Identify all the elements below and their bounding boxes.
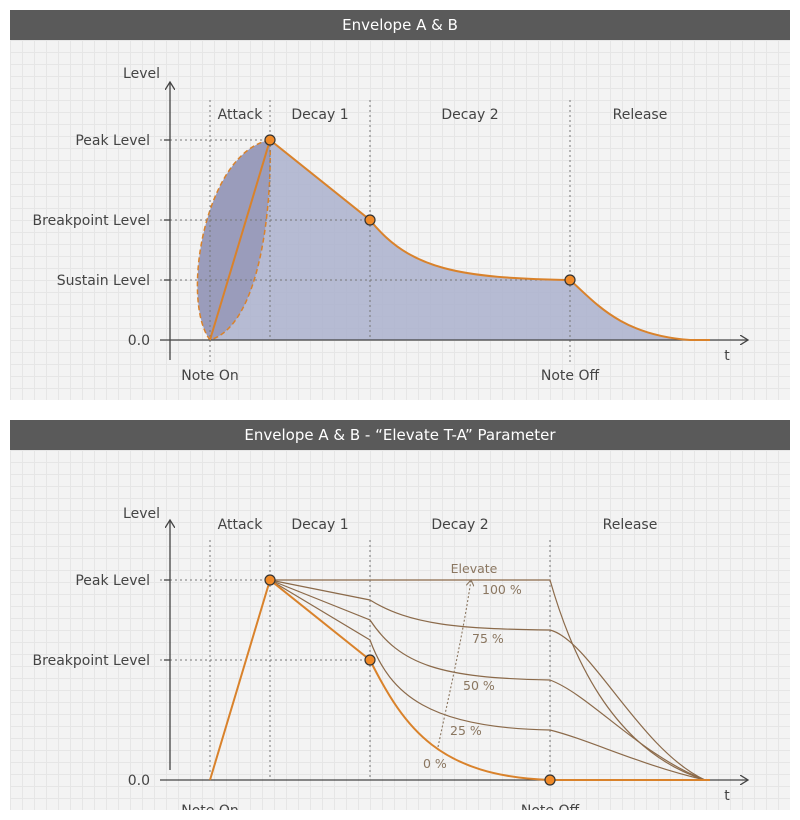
envelope-diagram: Level t Attack Decay 1 Decay 2 Release P… xyxy=(10,40,790,400)
guide-lines xyxy=(160,540,550,780)
peak-point xyxy=(265,575,275,585)
peak-point xyxy=(265,135,275,145)
y-axis-label: Level xyxy=(123,66,160,82)
elevate-step-25: 25 % xyxy=(450,723,482,738)
x-axis-label: t xyxy=(724,348,730,364)
stage-label-decay2: Decay 2 xyxy=(431,517,488,533)
stage-label-decay1: Decay 1 xyxy=(291,107,348,123)
y-axis-label: Level xyxy=(123,506,160,522)
zero-level-label: 0.0 xyxy=(128,773,150,789)
peak-level-label: Peak Level xyxy=(75,573,150,589)
panel-body: Level t Attack Decay 1 Decay 2 Release P… xyxy=(10,40,790,400)
elevate-arrow xyxy=(438,580,471,747)
breakpoint-point xyxy=(365,215,375,225)
elevate-diagram: Level t Attack Decay 1 Decay 2 Release P… xyxy=(10,450,790,810)
elevate-step-75: 75 % xyxy=(472,631,504,646)
panel-title: Envelope A & B - “Elevate T-A” Parameter xyxy=(10,420,790,450)
envelope-panel: Envelope A & B xyxy=(10,10,790,400)
elevate-step-50: 50 % xyxy=(463,678,495,693)
envelope-fill xyxy=(210,140,690,340)
note-off-label: Note Off xyxy=(521,803,580,810)
elevate-step-100: 100 % xyxy=(482,582,522,597)
stage-label-decay2: Decay 2 xyxy=(441,107,498,123)
stage-label-decay1: Decay 1 xyxy=(291,517,348,533)
peak-level-label: Peak Level xyxy=(75,133,150,149)
panel-body: Level t Attack Decay 1 Decay 2 Release P… xyxy=(10,450,790,810)
elevate-panel: Envelope A & B - “Elevate T-A” Parameter xyxy=(10,420,790,810)
elevate-label: Elevate xyxy=(451,561,498,576)
breakpoint-level-label: Breakpoint Level xyxy=(33,653,150,669)
note-off-point xyxy=(545,775,555,785)
x-axis-label: t xyxy=(724,788,730,804)
sustain-level-label: Sustain Level xyxy=(57,273,150,289)
breakpoint-point xyxy=(365,655,375,665)
stage-label-release: Release xyxy=(613,107,668,123)
breakpoint-level-label: Breakpoint Level xyxy=(33,213,150,229)
envelope-curve xyxy=(210,580,710,780)
note-on-label: Note On xyxy=(181,368,238,384)
note-off-label: Note Off xyxy=(541,368,600,384)
elevate-step-0: 0 % xyxy=(423,756,447,771)
stage-label-attack: Attack xyxy=(218,107,264,123)
stage-label-attack: Attack xyxy=(218,517,264,533)
panel-title: Envelope A & B xyxy=(10,10,790,40)
note-on-label: Note On xyxy=(181,803,238,810)
sustain-point xyxy=(565,275,575,285)
zero-level-label: 0.0 xyxy=(128,333,150,349)
stage-label-release: Release xyxy=(603,517,658,533)
